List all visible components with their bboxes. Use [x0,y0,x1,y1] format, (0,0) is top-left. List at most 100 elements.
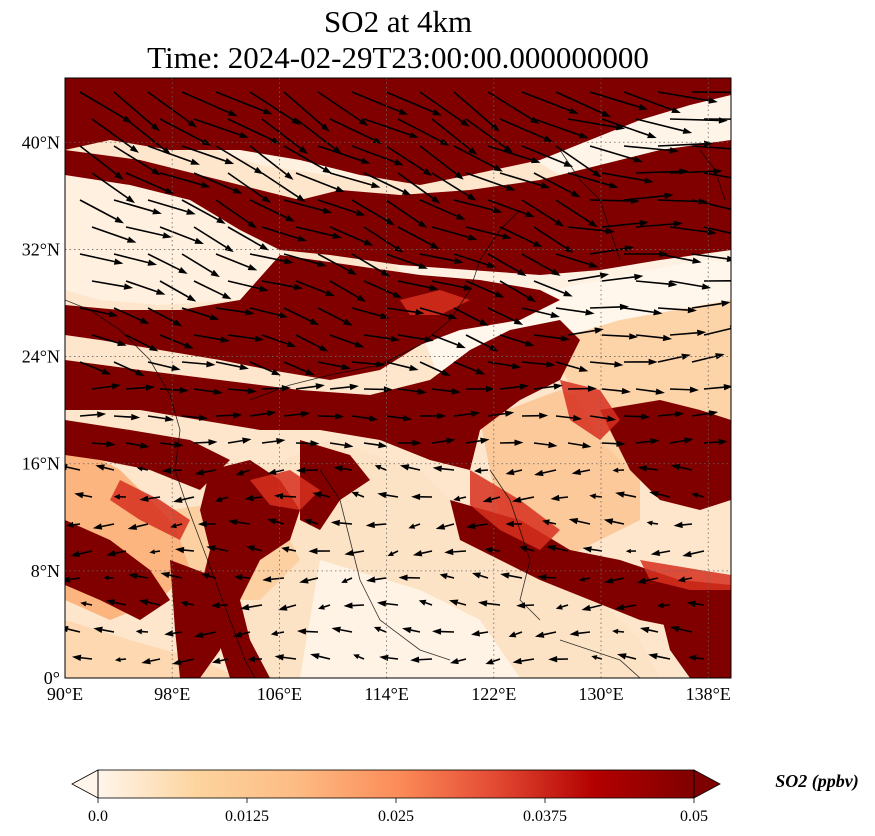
wind-arrow [431,118,478,156]
wind-arrow [267,518,285,525]
wind-arrow [274,654,297,661]
wind-arrow [487,361,522,370]
wind-arrow [106,550,127,557]
wind-arrow [478,600,501,607]
wind-arrow [376,600,399,607]
wind-arrow [673,521,693,529]
x-tick-label: 98°E [154,684,190,704]
wind-arrow [431,334,466,349]
wind-arrow [487,199,535,218]
wind-arrow [181,145,235,165]
wind-arrow [283,253,327,267]
wind-arrow [240,604,263,611]
wind-arrow [601,387,631,395]
wind-arrow [113,307,150,325]
wind-arrow [419,145,464,180]
wind-arrow [635,438,660,445]
wind-arrow [91,334,127,347]
wind-arrow [365,521,387,529]
wind-arrow [555,414,583,422]
wind-arrow [147,199,196,215]
wind-arrow [703,172,731,179]
wind-arrow [317,413,345,420]
wind-arrow [113,91,160,132]
wind-arrow [363,280,403,298]
wind-arrow [453,410,481,417]
wind-arrow [363,441,388,449]
wind-arrow [385,145,433,176]
wind-arrow [351,145,404,166]
wind-arrow [227,334,264,342]
wind-arrow [329,172,381,189]
wind-arrow [397,118,450,146]
x-tick-label: 90°E [47,684,83,704]
wind-arrow [317,145,371,164]
wind-arrow [656,602,671,609]
wind-arrow [432,465,455,472]
y-axis-ticks: 0° 8°N 16°N 24°N 32°N 40°N [22,132,60,688]
wind-arrow [419,91,470,127]
wind-arrow [125,280,166,295]
wind-arrow [453,145,503,172]
x-axis-ticks: 90°E 98°E 106°E 114°E 122°E 130°E 138°E [47,684,731,704]
wind-arrow [550,494,569,502]
wind-arrow [604,577,625,584]
wind-arrow [65,576,81,583]
wind-arrow [397,439,422,447]
wind-arrow [114,657,127,663]
wind-arrow [648,653,671,660]
wind-arrow [194,631,217,638]
wind-arrow [215,145,264,175]
wind-arrow [261,334,297,347]
wind-arrow [113,145,161,176]
wind-arrow [703,438,728,446]
wind-arrow [91,383,121,390]
wind-arrow [703,226,731,235]
wind-arrow [657,306,697,314]
wind-arrow [91,440,116,448]
wind-arrow [385,199,428,228]
wind-arrow [138,599,161,606]
wind-arrow [636,577,659,584]
wind-arrow [66,521,81,528]
wind-arrow [512,496,535,503]
y-tick-label: 32°N [22,239,60,259]
wind-arrow [79,307,119,318]
wind-arrow [418,599,433,606]
wind-arrow [261,118,309,155]
wind-arrow [484,546,501,554]
wind-arrow [373,626,387,633]
wind-arrow [555,145,602,178]
wind-arrow [571,468,591,476]
wind-arrow [215,361,249,371]
colorbar-ticks: 0.0 0.0125 0.025 0.0375 0.05 [88,798,708,825]
wind-arrow [274,492,297,500]
wind-arrow [105,599,127,606]
wind-arrow [444,548,467,556]
wind-arrow [582,546,603,553]
wind-arrow [173,496,195,503]
wind-arrow [197,520,217,528]
wind-arrow [159,226,204,244]
wind-arrow [465,437,490,444]
wind-arrow [548,656,569,663]
wind-arrow [91,172,136,204]
wind-arrow [249,361,281,376]
wind-arrow [623,145,679,154]
wind-arrow [682,550,705,558]
wind-arrow [147,361,181,371]
wind-arrow [499,226,543,248]
x-tick-label: 106°E [257,684,302,704]
map-panel [65,78,731,678]
wind-arrow [453,199,503,214]
wind-arrow [363,334,400,343]
wind-arrow [329,442,354,449]
wind-arrow [589,361,624,368]
colorbar-extend-min [71,769,99,799]
wind-arrow [485,658,501,665]
wind-arrow [499,118,554,143]
wind-arrow [521,91,579,114]
wind-arrow [387,550,399,556]
wind-arrow [193,439,218,446]
